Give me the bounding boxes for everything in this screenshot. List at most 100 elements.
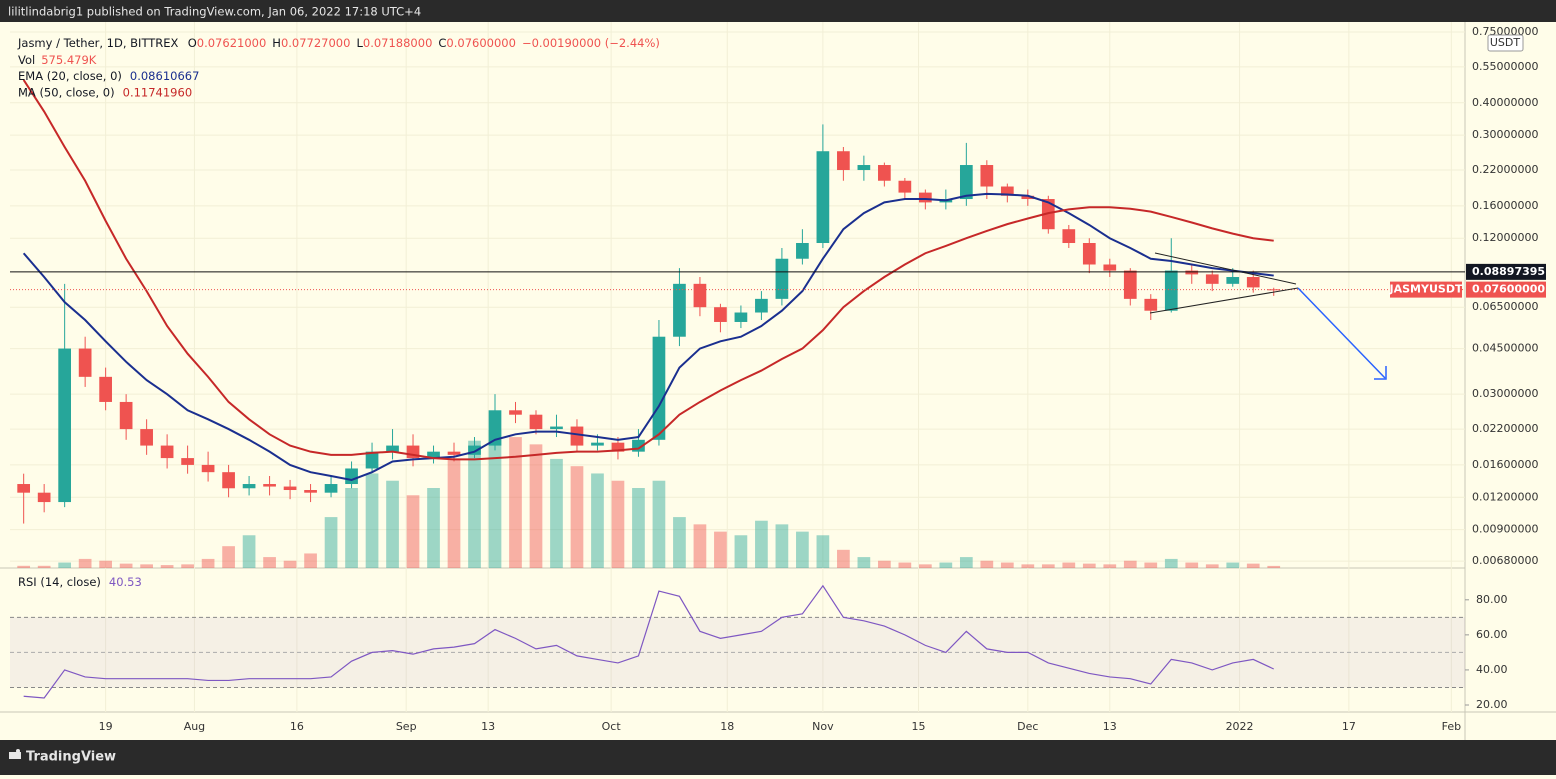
candle-body xyxy=(1000,186,1014,196)
last-price-label: 0.07600000 xyxy=(1472,283,1545,296)
candle-body xyxy=(837,151,850,171)
y-tick-label: 0.01200000 xyxy=(1472,490,1538,503)
symbol-badge xyxy=(1390,281,1462,298)
candle-body xyxy=(550,426,563,430)
volume-bar xyxy=(1246,563,1260,568)
legend-key: C xyxy=(438,36,446,50)
volume-bar xyxy=(529,444,543,568)
volume-bar xyxy=(1164,558,1178,568)
candle-body xyxy=(1062,229,1076,244)
volume-bar xyxy=(1123,560,1137,568)
level-label: 0.08897395 xyxy=(1472,265,1545,278)
indicator-line xyxy=(22,79,1274,461)
candle-body xyxy=(796,243,809,259)
candle-body xyxy=(345,468,358,485)
candle-body xyxy=(427,451,440,459)
volume-bar xyxy=(714,531,727,568)
currency-label: USDT xyxy=(1490,36,1521,49)
candle-body xyxy=(263,484,276,487)
volume-bar xyxy=(816,535,830,568)
level-badge xyxy=(1466,263,1546,280)
x-tick-label: Dec xyxy=(1017,720,1038,733)
rsi-tick-label: 20.00 xyxy=(1476,698,1508,711)
volume-bar xyxy=(918,564,932,568)
volume-bar xyxy=(673,517,686,568)
legend-series: EMA (20, close, 0) 0.08610667 xyxy=(18,69,199,83)
x-tick-label: Sep xyxy=(396,720,417,733)
x-tick-label: 13 xyxy=(1103,720,1117,733)
volume-bar xyxy=(1226,562,1240,568)
volume-bar xyxy=(263,557,276,568)
x-tick-label: 13 xyxy=(481,720,495,733)
volume-bar xyxy=(1041,564,1055,568)
x-tick-label: 2022 xyxy=(1226,720,1254,733)
rsi-legend-name: RSI (14, close) xyxy=(18,575,101,589)
volume-bar xyxy=(283,560,297,568)
rsi-legend: RSI (14, close) 40.53 xyxy=(18,575,142,589)
volume-bar xyxy=(1267,565,1281,568)
candle-body xyxy=(1164,270,1178,311)
legend-value: 0.07727000 xyxy=(281,36,351,50)
rsi-tick-label: 40.00 xyxy=(1476,663,1508,676)
volume-bar xyxy=(1185,562,1199,568)
volume-bar xyxy=(1082,563,1096,568)
y-tick-label: 0.02200000 xyxy=(1472,422,1538,435)
volume-bar xyxy=(898,562,912,568)
volume-bar xyxy=(324,517,338,568)
volume-bar xyxy=(959,557,973,568)
y-tick-label: 0.12000000 xyxy=(1472,231,1538,244)
volume-bar xyxy=(58,562,72,568)
candle-body xyxy=(160,445,174,459)
volume-bar xyxy=(591,473,604,568)
candle-body xyxy=(693,283,707,308)
candle-body xyxy=(386,445,399,452)
candle-body xyxy=(1205,274,1219,284)
candle-body xyxy=(714,307,727,322)
volume-bar xyxy=(1000,562,1014,568)
volume-bar xyxy=(140,564,153,568)
y-tick-label: 0.03000000 xyxy=(1472,387,1538,400)
volume-bar xyxy=(37,565,51,568)
rsi-tick-label: 80.00 xyxy=(1476,593,1508,606)
legend-key: H xyxy=(272,36,281,50)
footer-brand: TradingView xyxy=(26,750,116,765)
candle-body xyxy=(1226,277,1240,284)
legend-ohlc: Jasmy / Tether, 1D, BITTREX O0.07621000 H0… xyxy=(17,36,660,50)
legend-series-name: EMA (20, close, 0) xyxy=(18,69,122,83)
candle-body xyxy=(1185,270,1199,275)
candle-body xyxy=(58,348,72,503)
y-tick-label: 0.01600000 xyxy=(1472,458,1538,471)
rsi-legend-value: 40.53 xyxy=(109,575,142,589)
candle-body xyxy=(222,472,235,489)
y-tick-label: 0.04500000 xyxy=(1472,342,1538,355)
brand-logo xyxy=(9,749,21,759)
candle-body xyxy=(918,192,932,203)
volume-bar xyxy=(509,437,522,568)
volume-bar xyxy=(611,480,625,568)
y-tick-label: 0.22000000 xyxy=(1472,163,1538,176)
candle-body xyxy=(898,180,912,193)
candle-body xyxy=(1082,243,1096,265)
trendline-upper xyxy=(1154,252,1297,285)
candle-body xyxy=(1021,195,1035,200)
volume-bar xyxy=(447,458,461,568)
candle-body xyxy=(980,165,994,187)
volume-bar xyxy=(632,488,645,568)
header-bar xyxy=(0,0,1556,22)
x-tick-label: 16 xyxy=(290,720,304,733)
legend-value: 0.07188000 xyxy=(363,36,433,50)
x-tick-label: 15 xyxy=(912,720,926,733)
y-tick-label: 0.00900000 xyxy=(1472,523,1538,536)
legend-change: −0.00190000 (−2.44%) xyxy=(522,36,660,50)
candle-body xyxy=(17,484,31,493)
volume-bar xyxy=(99,560,112,568)
volume-bar xyxy=(365,473,379,568)
legend-series-value: 0.08610667 xyxy=(130,69,200,83)
candle-body xyxy=(632,439,645,452)
x-tick-label: 19 xyxy=(99,720,113,733)
volume-bar xyxy=(550,458,563,568)
volume-bar xyxy=(160,565,174,568)
volume-bar xyxy=(181,564,194,568)
volume-bar xyxy=(1144,562,1158,568)
volume-bar xyxy=(78,558,92,568)
